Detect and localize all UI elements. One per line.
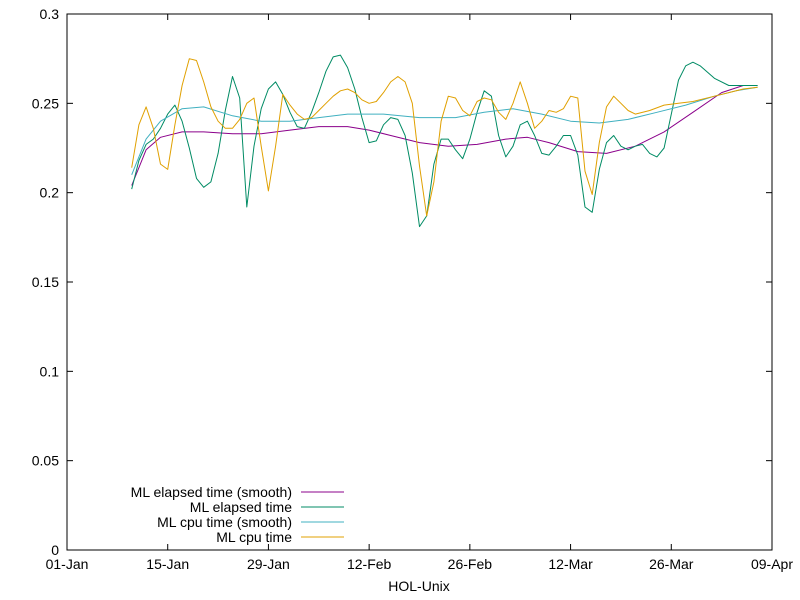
y-tick-label: 0.05 — [32, 453, 59, 469]
y-tick-label: 0.3 — [40, 6, 60, 22]
series-line-4 — [131, 58, 758, 217]
series-lines — [131, 54, 758, 228]
x-tick-label: 26-Mar — [649, 556, 694, 572]
x-tick-label: 29-Jan — [247, 556, 290, 572]
x-tick-label: 01-Jan — [46, 556, 89, 572]
y-tick-label: 0.15 — [32, 274, 59, 290]
legend-label-4: ML cpu time — [216, 529, 292, 545]
series-line-2 — [131, 54, 758, 228]
plot-frame — [66, 13, 773, 551]
y-tick-label: 0.1 — [40, 363, 60, 379]
x-axis-label: HOL-Unix — [388, 578, 449, 594]
legend: ML elapsed time (smooth)ML elapsed timeM… — [131, 484, 344, 545]
x-tick-label: 26-Feb — [448, 556, 493, 572]
axis-ticks: 01-Jan 15-Jan 29-Jan 12-Feb 26-Feb 12-Mar 26-M… — [32, 6, 794, 572]
legend-label-3: ML cpu time (smooth) — [157, 514, 292, 530]
series-line-3 — [131, 86, 758, 175]
series-line-1 — [131, 85, 758, 186]
x-tick-label: 09-Apr — [751, 556, 793, 572]
y-tick-label: 0 — [51, 542, 59, 558]
legend-label-1: ML elapsed time (smooth) — [131, 484, 292, 500]
x-tick-label: 12-Feb — [347, 556, 392, 572]
x-tick-label: 15-Jan — [146, 556, 189, 572]
y-tick-label: 0.25 — [32, 95, 59, 111]
legend-label-2: ML elapsed time — [190, 499, 292, 515]
y-tick-label: 0.2 — [40, 185, 60, 201]
x-tick-label: 12-Mar — [548, 556, 593, 572]
